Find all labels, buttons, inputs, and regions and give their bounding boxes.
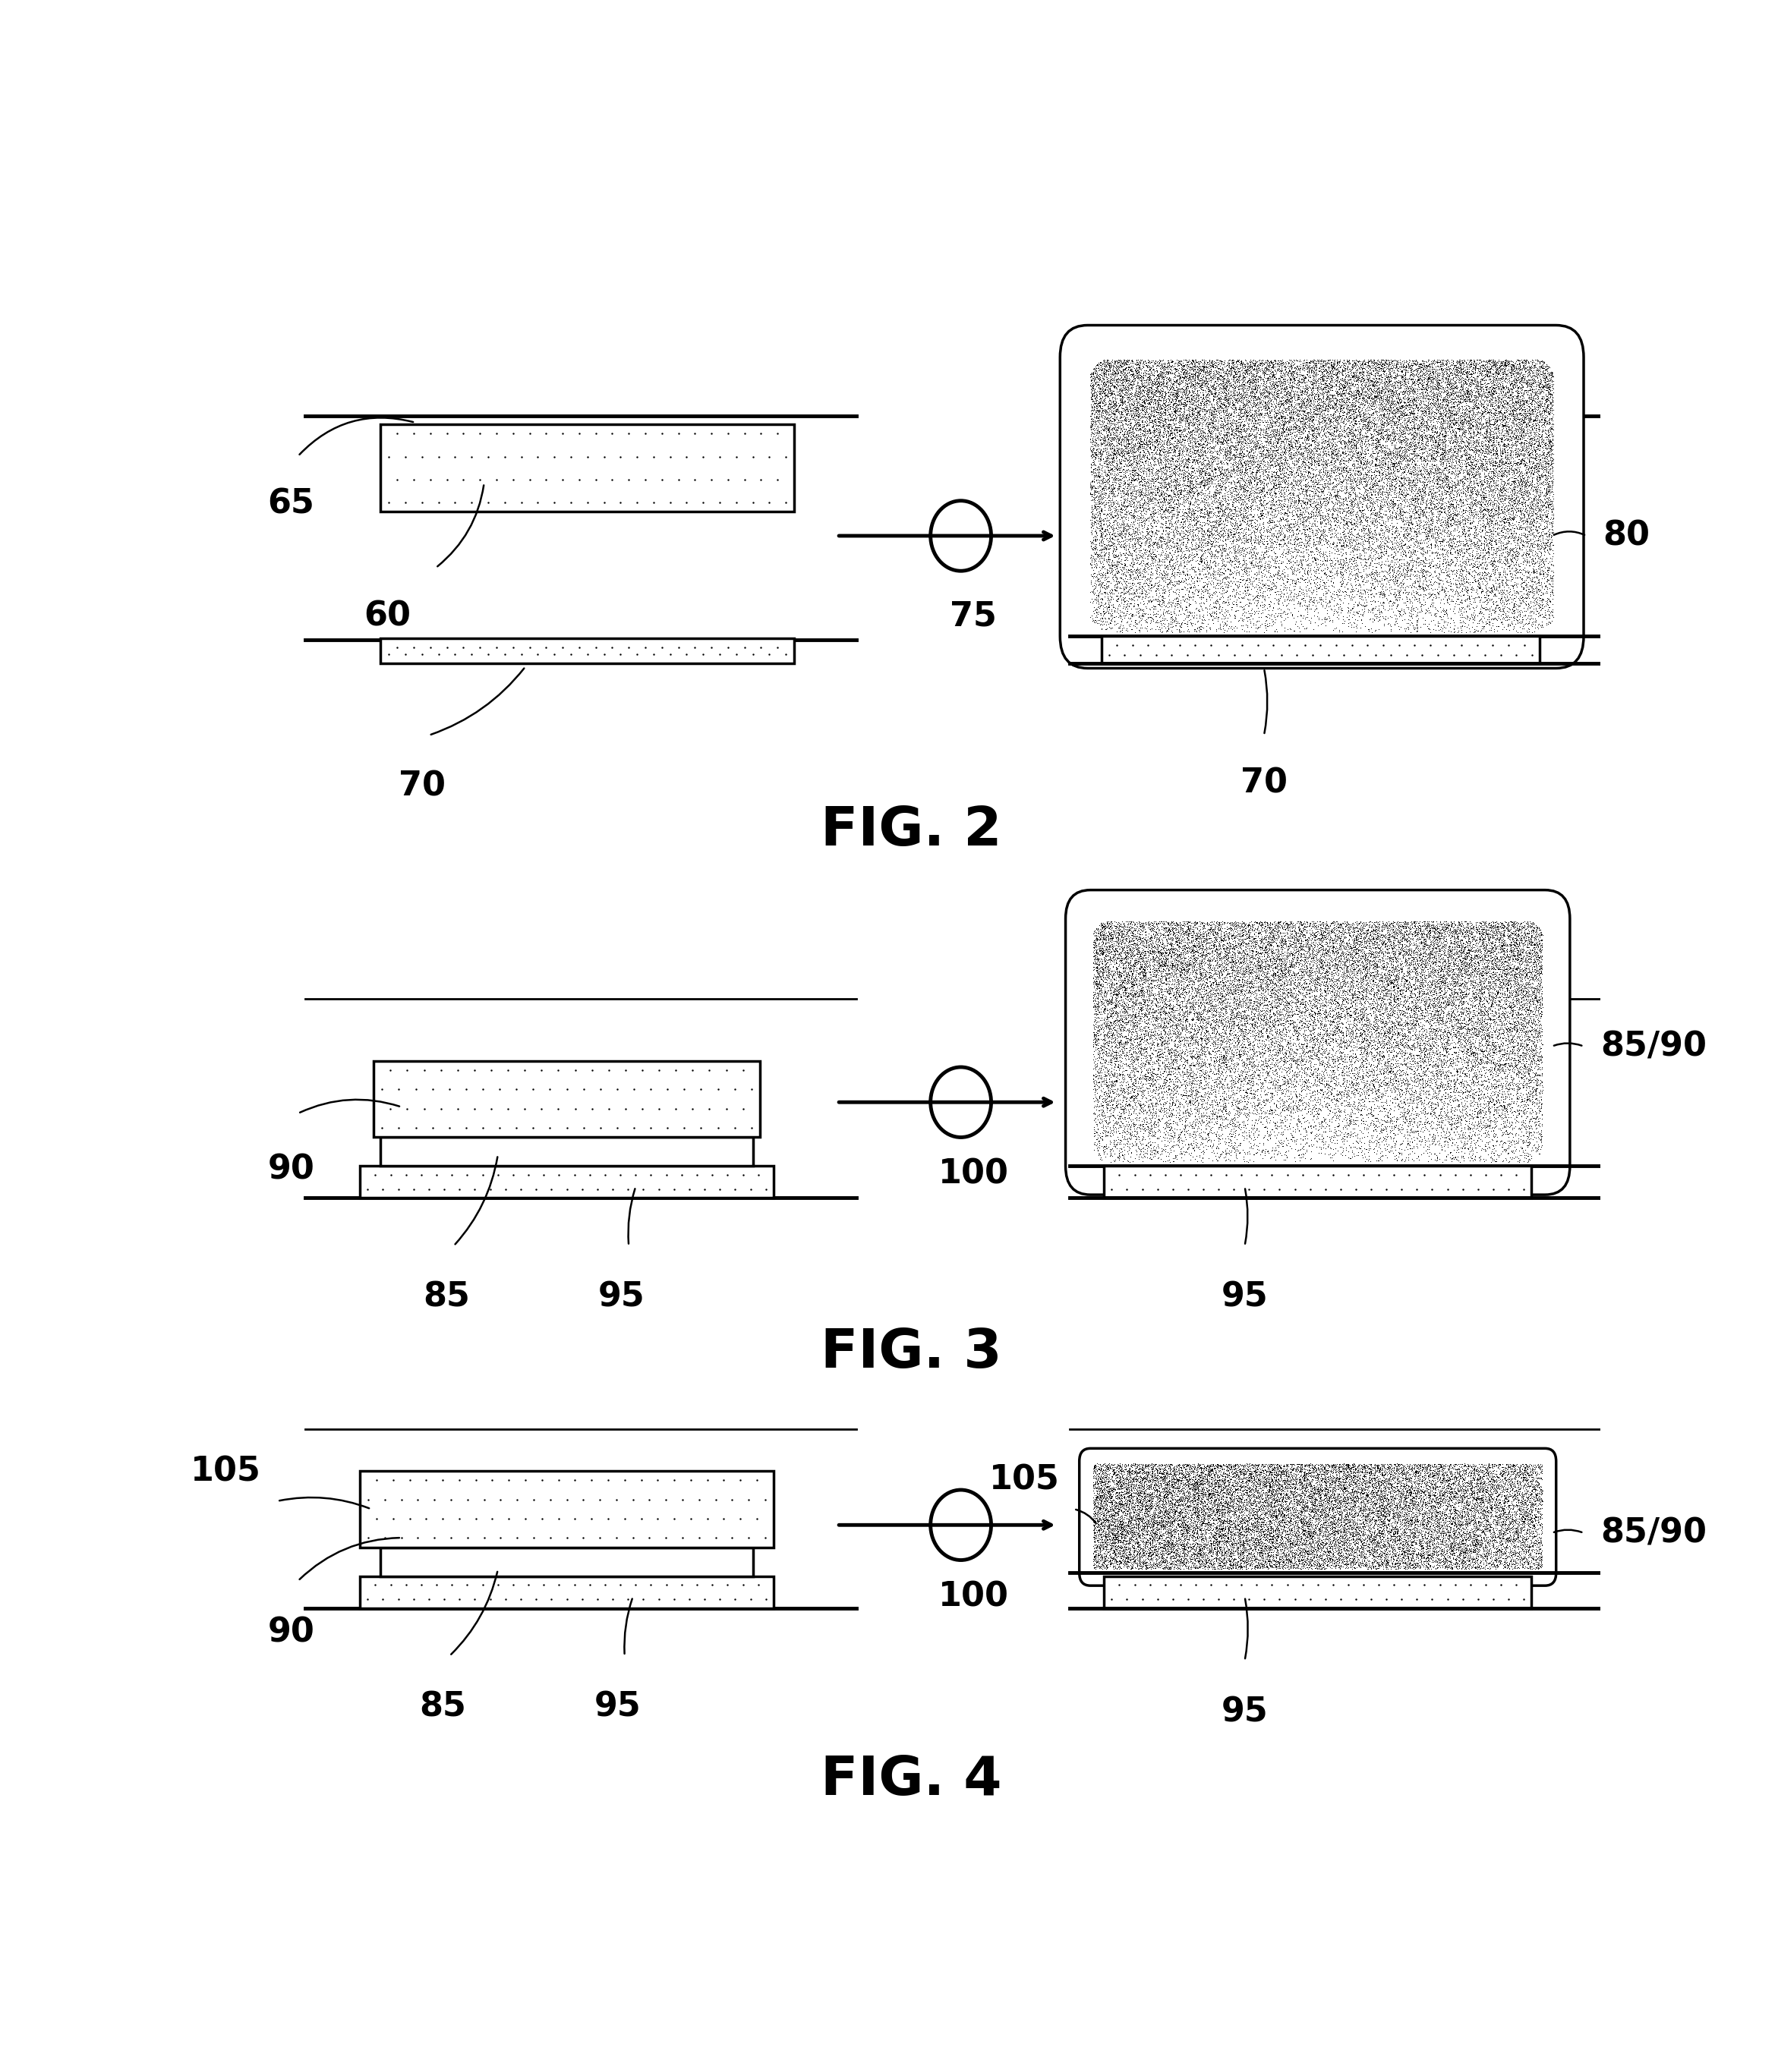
Text: 105: 105 — [990, 1463, 1060, 1496]
Text: 60: 60 — [364, 599, 411, 632]
Text: 70: 70 — [1241, 767, 1287, 800]
FancyBboxPatch shape — [1079, 1448, 1556, 1585]
Text: 75: 75 — [949, 599, 997, 632]
Text: FIG. 4: FIG. 4 — [821, 1755, 1001, 1807]
Bar — [1101, 636, 1540, 663]
Bar — [359, 1577, 773, 1608]
Text: 95: 95 — [1221, 1280, 1268, 1314]
Text: 95: 95 — [599, 1280, 645, 1314]
Bar — [1104, 1577, 1531, 1608]
Text: 100: 100 — [939, 1581, 1008, 1614]
Bar — [380, 638, 795, 663]
Text: 90: 90 — [268, 1616, 315, 1649]
Bar — [359, 1471, 773, 1548]
Text: 85/90: 85/90 — [1600, 1517, 1707, 1550]
Bar — [380, 1548, 752, 1577]
Text: 95: 95 — [594, 1691, 642, 1724]
Bar — [1104, 1167, 1531, 1198]
Text: 85/90: 85/90 — [1600, 1030, 1707, 1063]
Text: 80: 80 — [1604, 520, 1650, 551]
Bar — [359, 1167, 773, 1198]
Text: 65: 65 — [268, 489, 315, 520]
Bar — [373, 1061, 759, 1138]
FancyBboxPatch shape — [1060, 325, 1584, 669]
Text: 105: 105 — [190, 1457, 261, 1488]
Text: 100: 100 — [939, 1158, 1008, 1191]
Text: FIG. 2: FIG. 2 — [821, 804, 1001, 858]
Text: 90: 90 — [268, 1154, 315, 1185]
FancyBboxPatch shape — [1065, 891, 1570, 1196]
Text: 85: 85 — [420, 1691, 466, 1724]
Bar — [380, 425, 795, 512]
Bar — [380, 1138, 752, 1167]
Text: 85: 85 — [423, 1280, 471, 1314]
Text: 70: 70 — [398, 771, 446, 804]
Text: 95: 95 — [1221, 1695, 1268, 1728]
Text: FIG. 3: FIG. 3 — [821, 1326, 1001, 1378]
